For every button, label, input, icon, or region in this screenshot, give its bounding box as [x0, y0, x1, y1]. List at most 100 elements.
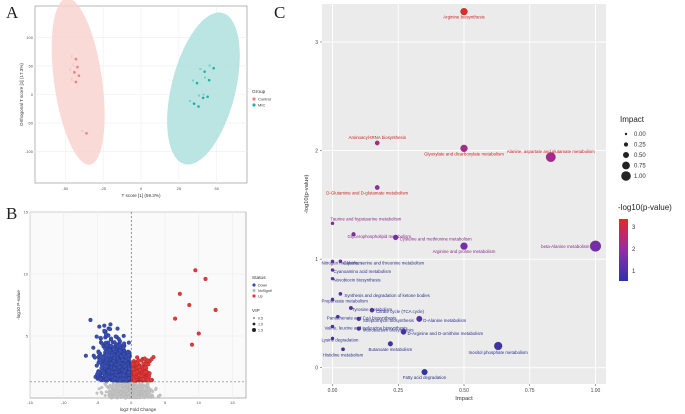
panel-c-x-axis-label: Impact [455, 396, 473, 402]
panel-c-bubble-label: Streptomycin biosynthesis [363, 318, 415, 323]
panel-c-bubble-label: Butanoate metabolism [369, 347, 413, 352]
panel-c-bubble-label: Valine, leucine and isoleucine biosynthe… [325, 325, 409, 330]
panel-b-point-down [109, 370, 115, 375]
panel-c-bubble [460, 144, 468, 152]
panel-b-y-tick-label: 15 [24, 210, 29, 215]
panel-a-point-label: C [82, 129, 84, 133]
panel-a-point [206, 95, 209, 99]
panel-c-x-tick-label: 1.00 [591, 388, 601, 394]
panel-c-bubble [460, 242, 468, 250]
panel-b-point-nosignif [134, 392, 138, 396]
panel-c-x-tick-label: 0.50 [459, 388, 469, 394]
panel-b-point-nosignif [137, 395, 141, 399]
panel-b-legend-vip-label: 0.5 [258, 317, 263, 321]
panel-b-point-up [149, 357, 154, 362]
panel-c-bubble [336, 314, 340, 319]
panel-b-point-nosignif [124, 389, 128, 393]
panel-a-point-label: M [203, 92, 205, 96]
panel-b-point-nosignif [97, 387, 101, 391]
panel-c-bubble [374, 140, 380, 146]
panel-a-y-tick-label: 0 [31, 92, 34, 97]
panel-c-legend-impact-label: 0.25 [634, 143, 646, 149]
panel-c-bubble [589, 240, 601, 252]
panel-b-point-down [107, 327, 113, 332]
panel-b-point-down [118, 348, 123, 353]
panel-b-legend-vip-title: VIP [252, 308, 260, 314]
panel-b-point-nosignif [146, 390, 150, 394]
panel-c-bubble-label: Lysine degradation [322, 337, 359, 342]
panel-b-point-down [103, 364, 108, 369]
panel-b-point-down [112, 355, 117, 361]
panel-a-point [85, 132, 88, 135]
panel-a-point [201, 96, 205, 100]
panel-c-bubble-label: Histidine metabolism [323, 352, 364, 357]
panel-a-x-tick-label: -25 [100, 186, 107, 191]
panel-b-point-nosignif [138, 384, 142, 388]
panel-b-legend-status-label: NoSignif [258, 289, 272, 293]
panel-a-x-axis-label: T score [1] (59.3%) [122, 193, 161, 198]
panel-b-point-up [144, 362, 149, 367]
panel-c-bubble [330, 259, 335, 264]
panel-c-bubble-label: D-Glutamine and D-glutamate metabolism [326, 190, 408, 195]
panel-c-bubble [338, 292, 343, 296]
panel-c-bubble [348, 306, 353, 310]
panel-c-bubble-label: D-Alanine metabolism [423, 318, 466, 323]
panel-b-legend-status-marker [252, 283, 256, 287]
panel-b-point-nosignif [113, 386, 117, 390]
panel-b-point-nosignif [119, 391, 123, 395]
panel-b-point-nosignif [105, 384, 109, 388]
panel-b-point-down [121, 333, 126, 338]
panel-label-c: C [274, 3, 286, 22]
panel-c-legend-impact-marker [624, 132, 628, 136]
panel-a-y-tick-label: -50 [27, 121, 34, 126]
panel-b-point-nosignif [120, 394, 124, 398]
panel-c-bubble-label: Cysteine and methionine metabolism [400, 236, 472, 241]
panel-b-point-down [117, 364, 122, 370]
panel-c-bubble [374, 185, 380, 190]
panel-b-point-nosignif [121, 387, 125, 391]
panel-c-x-tick-label: 0.25 [393, 388, 403, 394]
panel-b-x-tick-label: 15 [230, 400, 235, 405]
panel-b-legend-vip-marker [252, 322, 256, 326]
panel-b-x-tick-label: -5 [96, 400, 100, 405]
panel-c-x-tick-label: 0.75 [525, 388, 535, 394]
panel-a-legend-label: Control [258, 97, 271, 102]
panel-a-y-tick-label: 100 [26, 35, 33, 40]
panel-a-point-label: M [204, 76, 206, 80]
panel-a-point [212, 66, 215, 70]
panel-b-point-up [187, 302, 192, 308]
panel-c-bubble-label: D-Arginine and D-ornithine metabolism [408, 331, 484, 336]
panel-a-point-label: M [192, 79, 194, 83]
panel-a-confidence-ellipse-0 [51, 0, 105, 165]
panel-b-y-axis-label: -log10 P-value [16, 290, 21, 320]
panel-b-point-down [108, 322, 113, 327]
panel-b-x-tick-label: 5 [164, 400, 167, 405]
panel-b-point-up [143, 365, 148, 370]
panel-b-point-down [112, 376, 117, 381]
panel-a-point-label: M [193, 102, 195, 106]
panel-a-point-label: C [71, 77, 73, 81]
panel-a-y-axis-label: Orthogonal T score [1] (17.3%) [19, 63, 24, 126]
panel-b-point-down [101, 371, 106, 376]
panel-b-point-down [91, 345, 96, 350]
panel-c-bubble-label: Citrate cycle (TCA cycle) [376, 309, 425, 314]
panel-b-point-up [131, 367, 136, 372]
panel-b-point-nosignif [131, 386, 135, 390]
panel-b-point-nosignif [110, 390, 114, 394]
panel-b-point-nosignif [146, 383, 150, 387]
panel-b-point-up [203, 276, 208, 282]
panel-b-point-nosignif [100, 385, 104, 389]
panel-b-point-up [193, 268, 198, 273]
panel-label-a: A [6, 3, 19, 22]
panel-c-bubble-label: Fatty acid degradation [403, 375, 447, 380]
panel-b-point-down [122, 341, 127, 346]
panel-a-point-label: C [71, 55, 73, 59]
panel-b-point-down [88, 317, 93, 323]
panel-b-point-up [136, 364, 141, 369]
panel-b-point-up [213, 307, 218, 313]
panel-c-bubble [338, 259, 343, 264]
panel-a-point [76, 65, 79, 69]
panel-b-point-nosignif [129, 393, 133, 397]
panel-c-legend-color-title: -log10(p-value) [618, 203, 672, 212]
panel-c-y-tick-label: 3 [315, 40, 318, 46]
